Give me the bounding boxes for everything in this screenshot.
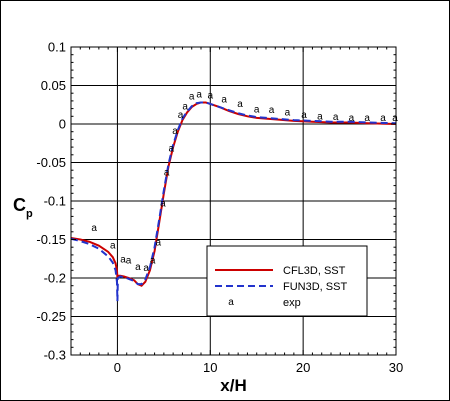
exp-marker: a: [150, 255, 156, 266]
legend-exp-marker: a: [228, 297, 234, 308]
exp-marker: a: [110, 241, 116, 252]
exp-marker: a: [254, 104, 260, 115]
legend-label: CFL3D, SST: [283, 265, 346, 277]
y-tick-label: 0.1: [48, 40, 66, 55]
exp-marker: a: [196, 90, 202, 101]
exp-marker: a: [91, 223, 97, 234]
legend-box: [206, 245, 368, 317]
exp-marker: a: [156, 238, 162, 249]
y-tick-label: 0: [59, 117, 66, 132]
exp-marker: a: [143, 263, 149, 274]
exp-marker: a: [164, 168, 170, 179]
legend-label: FUN3D, SST: [283, 281, 347, 293]
y-axis-title: C: [13, 195, 26, 215]
exp-marker: a: [178, 110, 184, 121]
legend: CFL3D, SST FUN3D, SST a exp: [206, 245, 368, 317]
exp-marker: a: [160, 198, 166, 209]
x-tick-label: 0: [114, 360, 121, 375]
exp-marker: a: [301, 110, 307, 121]
y-axis-title-subscript: p: [26, 208, 33, 220]
y-tick-label: -0.05: [36, 155, 66, 170]
exp-marker: a: [120, 255, 126, 266]
y-tick-label: -0.25: [36, 309, 66, 324]
exp-marker: a: [349, 113, 355, 124]
x-tick-label: 20: [296, 360, 310, 375]
exp-marker: a: [172, 126, 178, 137]
y-tick-label: -0.15: [36, 232, 66, 247]
exp-marker: a: [135, 262, 141, 273]
x-axis-title: x/H: [220, 376, 246, 395]
legend-label: exp: [283, 297, 301, 309]
exp-marker: a: [285, 107, 291, 118]
exp-marker: a: [189, 91, 195, 102]
ticks: 0 10 20 30 -0.3 -0.25 -0.2 -0.15 -0.1 -0.05 0 0.05 0…: [36, 40, 403, 376]
y-tick-label: -0.2: [44, 271, 66, 286]
exp-marker: a: [269, 105, 275, 116]
exp-marker: a: [237, 99, 243, 110]
exp-marker: a: [364, 113, 370, 124]
exp-marker: a: [392, 113, 398, 124]
exp-marker: a: [126, 255, 132, 266]
exp-marker: a: [182, 101, 188, 112]
exp-marker: a: [221, 94, 227, 105]
y-tick-label: 0.05: [41, 78, 66, 93]
exp-marker: a: [208, 91, 214, 102]
x-tick-label: 10: [203, 360, 217, 375]
exp-marker: a: [333, 112, 339, 123]
y-tick-label: -0.1: [44, 194, 66, 209]
axis-titles: x/H C p: [13, 195, 247, 395]
x-tick-label: 30: [389, 360, 403, 375]
exp-marker: a: [380, 113, 386, 124]
y-tick-label: -0.3: [44, 348, 66, 363]
exp-marker: a: [317, 111, 323, 122]
exp-marker: a: [169, 144, 175, 155]
fun3d-series-line: [70, 101, 397, 302]
